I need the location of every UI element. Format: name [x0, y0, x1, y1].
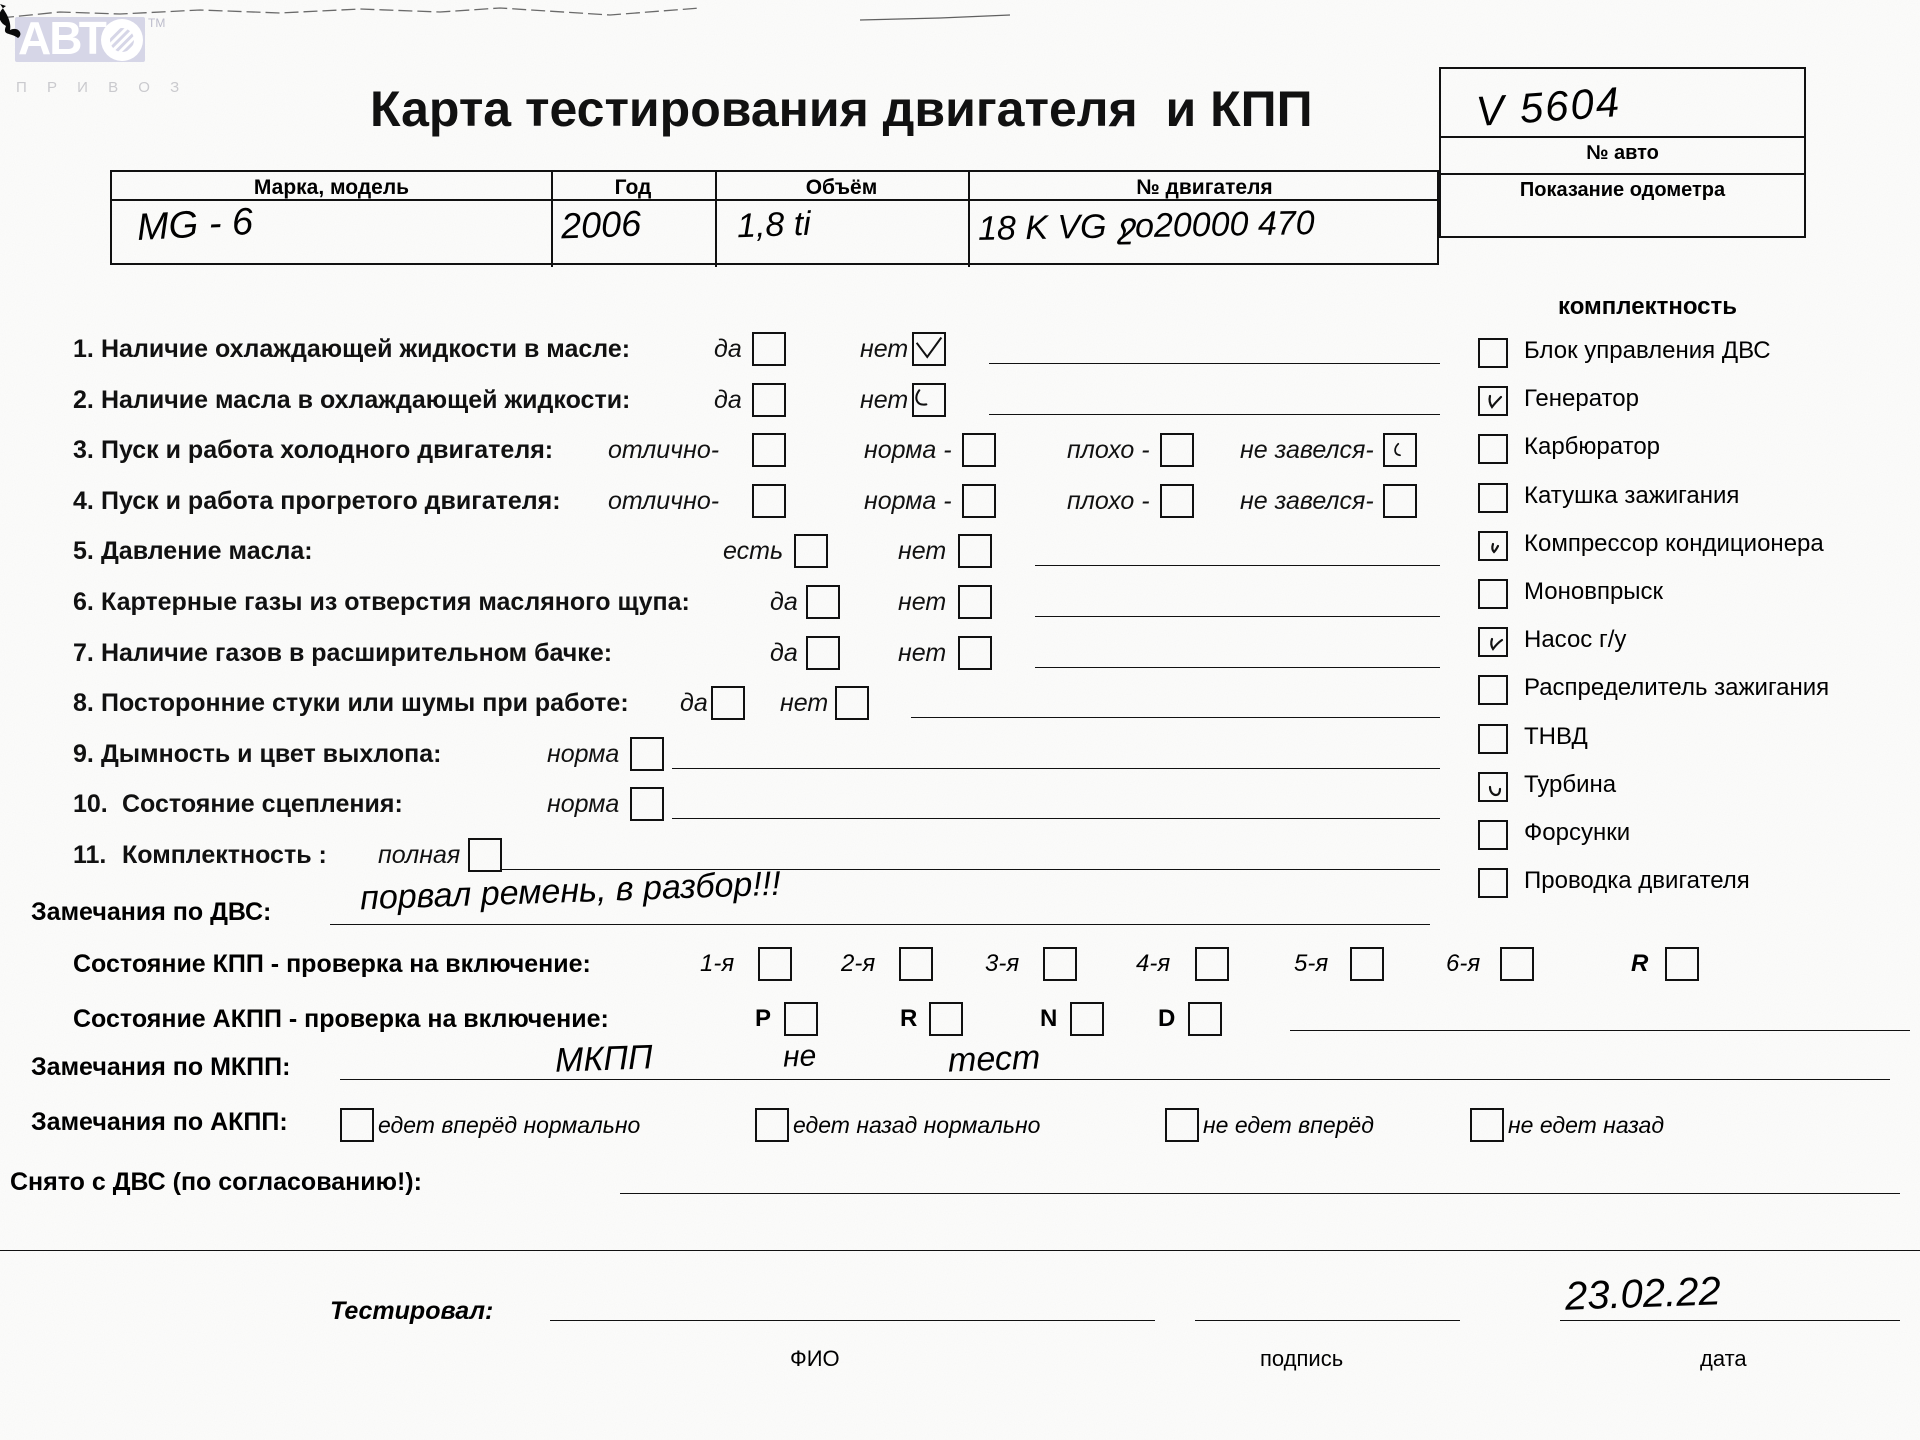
svg-text:П Р И В О З: П Р И В О З: [16, 79, 187, 96]
